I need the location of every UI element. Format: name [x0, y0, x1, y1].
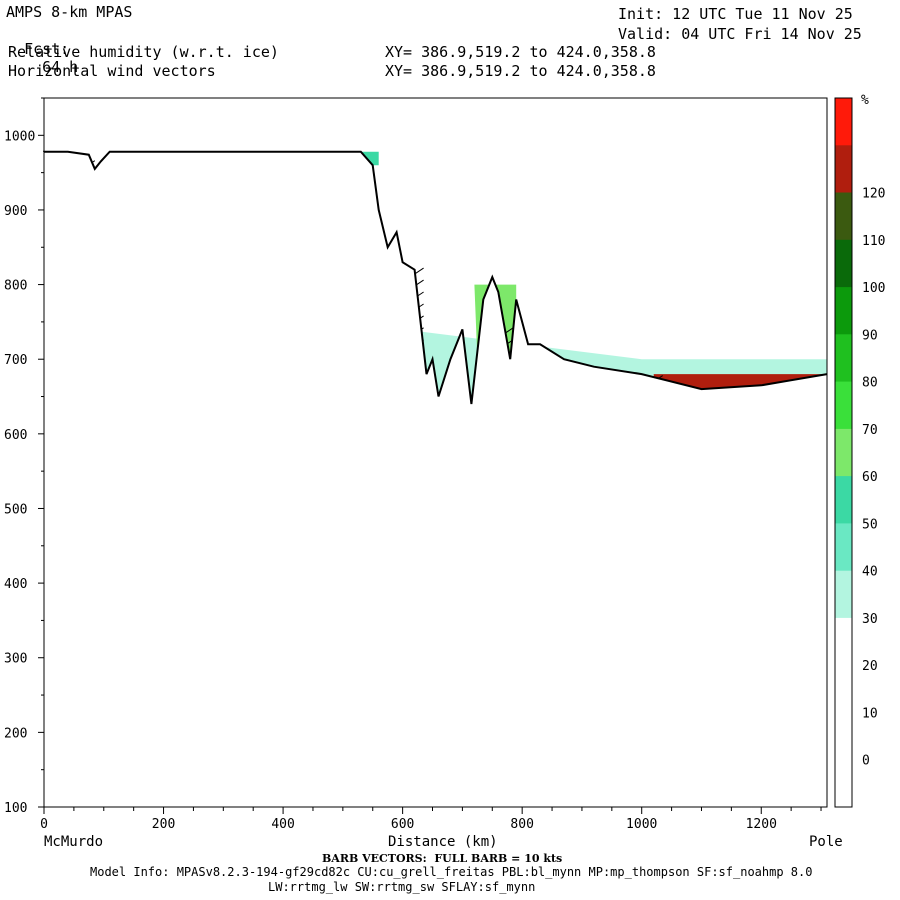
colorbar-label-20: 20: [862, 659, 878, 674]
colorbar-swatch-100: [835, 239, 852, 288]
colorbar-swatch-10: [835, 665, 852, 713]
colorbar-swatch-20: [835, 617, 852, 666]
init-time: Init: 12 UTC Tue 11 Nov 25: [618, 5, 853, 23]
y-tick-label-600: 600: [4, 428, 27, 443]
colorbar: % 0 10 20 30 40 50 60 70 80 90 100 110 120: [834, 93, 885, 808]
colorbar-swatch-30: [835, 570, 852, 619]
x-tick-label-1200: 1200: [746, 817, 777, 832]
x-axis: 0 200 400 600 800 1000 1200: [40, 807, 822, 832]
y-tick-label-700: 700: [4, 353, 27, 368]
colorbar-label-100: 100: [862, 281, 885, 296]
colorbar-unit: %: [861, 93, 869, 108]
colorbar-label-10: 10: [862, 707, 878, 722]
colorbar-swatch-80: [835, 334, 852, 383]
x-start-label: McMurdo: [44, 834, 104, 850]
terrain-fill: [44, 151, 827, 807]
colorbar-swatch-70: [835, 381, 852, 430]
barb-note: BARB VECTORS: FULL BARB = 10 kts: [322, 852, 563, 865]
model-info: Model Info: MPASv8.2.3-194-gf29cd82c CU:…: [90, 865, 813, 879]
colorbar-swatch-50: [835, 476, 852, 524]
x-tick-label-600: 600: [391, 817, 414, 832]
colorbar-swatch-60: [835, 428, 852, 477]
plot-frame: [43, 97, 828, 808]
colorbar-swatch-0: [835, 712, 852, 761]
colorbar-frame: [834, 97, 853, 808]
forecast-label: Fcst: 64 h: [6, 22, 78, 76]
cross-section-xy-1: XY= 386.9,519.2 to 424.0,358.8: [385, 43, 656, 61]
x-tick-label-200: 200: [152, 817, 175, 832]
x-tick-label-400: 400: [271, 817, 294, 832]
colorbar-label-30: 30: [862, 612, 878, 627]
y-tick-label-300: 300: [4, 652, 27, 667]
terrain-line: [43, 150, 828, 405]
colorbar-label-120: 120: [862, 187, 885, 202]
colorbar-label-70: 70: [862, 423, 878, 438]
x-tick-label-1000: 1000: [626, 817, 657, 832]
wind-barb-685: [414, 267, 424, 275]
x-tick-label-800: 800: [510, 817, 533, 832]
colorbar-label-90: 90: [862, 328, 878, 343]
y-axis: 100 200 300 400 500 600 700 800 900 1000: [4, 97, 44, 816]
colorbar-label-110: 110: [862, 234, 885, 249]
colorbar-swatch-40: [835, 523, 852, 572]
x-end-label: Pole: [809, 834, 843, 850]
model-title: AMPS 8-km MPAS: [6, 3, 133, 21]
colorbar-swatch--10: [835, 759, 852, 808]
colorbar-label-80: 80: [862, 376, 878, 391]
colorbar-swatch-90: [835, 287, 852, 335]
colorbar-label-40: 40: [862, 565, 878, 580]
terrain-mask: [43, 150, 828, 807]
colorbar-swatch-110: [835, 192, 852, 241]
forecast-hour: 64 h: [42, 58, 79, 76]
x-tick-label-0: 0: [40, 817, 48, 832]
y-tick-label-400: 400: [4, 577, 27, 592]
colorbar-swatch-120: [835, 145, 852, 194]
y-tick-label-800: 800: [4, 279, 27, 294]
cross-section-xy-2: XY= 386.9,519.2 to 424.0,358.8: [385, 62, 656, 80]
y-tick-label-1000: 1000: [4, 129, 35, 144]
colorbar-label-50: 50: [862, 517, 878, 532]
physics-info: LW:rrtmg_lw SW:rrtmg_sw SFLAY:sf_mynn: [268, 880, 536, 894]
field-name-1: Relative humidity (w.r.t. ice): [8, 43, 279, 61]
y-tick-label-200: 200: [4, 726, 27, 741]
field-name-2: Horizontal wind vectors: [8, 62, 216, 80]
x-axis-title: Distance (km): [388, 834, 498, 850]
valid-time: Valid: 04 UTC Fri 14 Nov 25: [618, 25, 862, 43]
colorbar-label-0: 0: [862, 754, 870, 769]
y-tick-label-900: 900: [4, 204, 27, 219]
forecast-label-text: Fcst:: [24, 40, 70, 58]
y-tick-label-500: 500: [4, 502, 27, 517]
colorbar-swatch-130: [835, 98, 852, 146]
y-tick-label-100: 100: [4, 801, 27, 816]
colorbar-label-60: 60: [862, 470, 878, 485]
